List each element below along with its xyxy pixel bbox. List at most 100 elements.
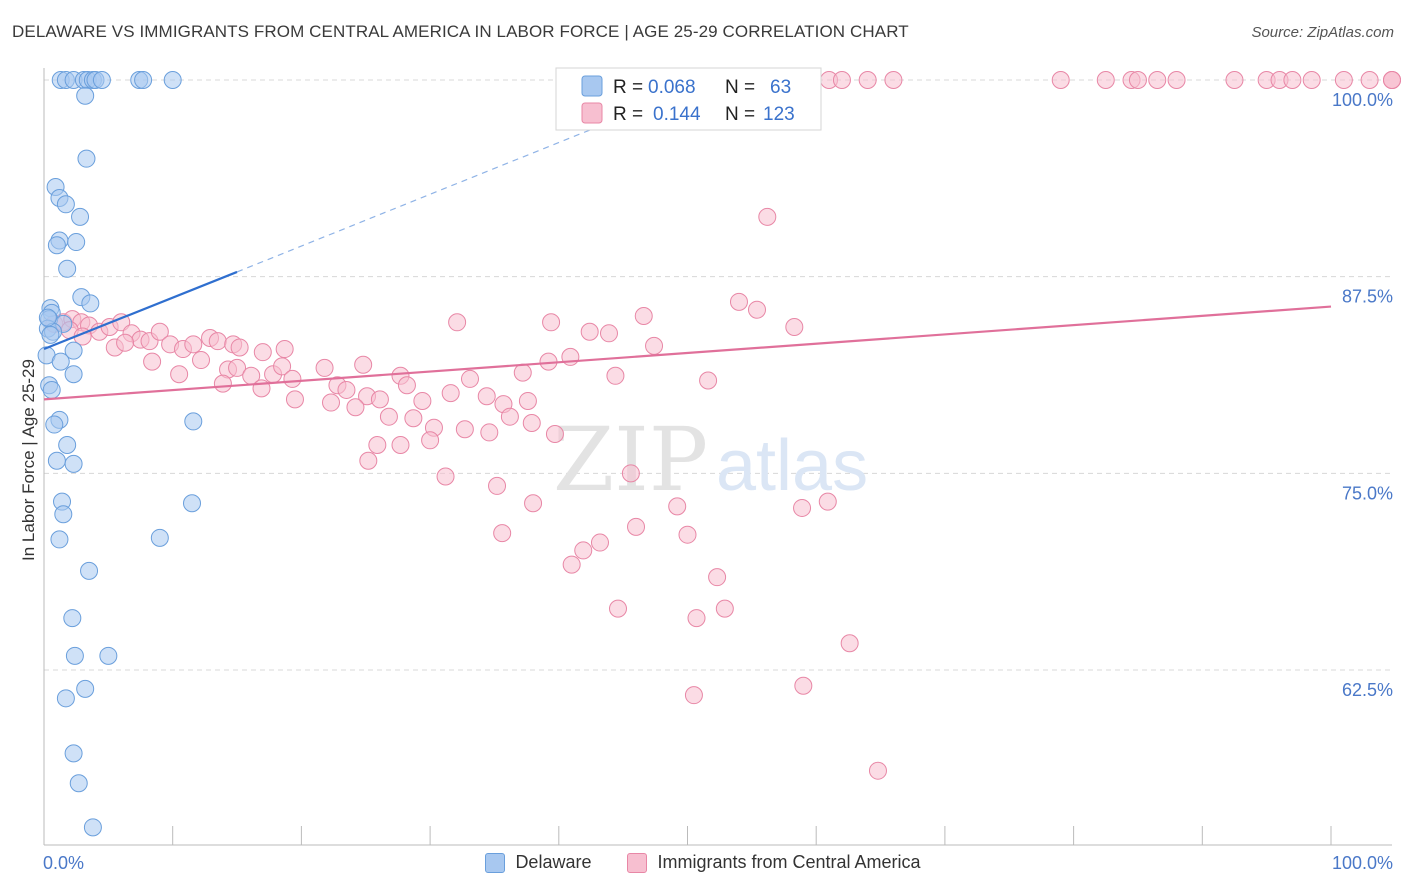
- y-tick-label: 62.5%: [1342, 680, 1393, 700]
- data-point-delaware: [76, 86, 95, 105]
- data-point-delaware: [92, 71, 111, 89]
- data-point-immigrants: [868, 761, 887, 780]
- data-point-immigrants: [708, 568, 727, 587]
- series-immigrants-points: [45, 71, 1401, 780]
- data-point-immigrants: [793, 498, 812, 517]
- data-point-immigrants: [1167, 71, 1186, 89]
- data-point-immigrants: [368, 436, 387, 455]
- data-point-immigrants: [480, 423, 499, 442]
- data-point-immigrants: [230, 338, 249, 357]
- data-point-immigrants: [818, 492, 837, 511]
- legend-n-value: 123: [763, 104, 795, 125]
- y-axis-label: In Labor Force | Age 25-29: [19, 359, 38, 561]
- bottom-legend: Delaware Immigrants from Central America: [0, 852, 1406, 873]
- data-point-delaware: [80, 561, 99, 580]
- legend-r-value: 0.144: [653, 104, 701, 125]
- data-point-delaware: [58, 436, 77, 455]
- data-point-immigrants: [785, 318, 804, 337]
- legend-n-label: N =: [725, 77, 755, 98]
- data-point-immigrants: [273, 357, 292, 376]
- data-point-immigrants: [116, 333, 135, 352]
- data-point-immigrants: [421, 431, 440, 450]
- data-point-immigrants: [627, 517, 646, 536]
- x-tick-label: 0.0%: [43, 853, 84, 873]
- data-point-immigrants: [275, 340, 294, 359]
- data-point-immigrants: [513, 363, 532, 382]
- legend-r-label: R =: [613, 104, 643, 125]
- data-point-immigrants: [599, 324, 618, 343]
- legend-item-immigrants: Immigrants from Central America: [627, 852, 921, 873]
- data-point-immigrants: [359, 451, 378, 470]
- data-point-immigrants: [699, 371, 718, 390]
- legend-swatch-immigrants: [581, 102, 603, 124]
- data-point-immigrants: [574, 541, 593, 560]
- data-point-immigrants: [253, 343, 272, 362]
- legend-n-value: 63: [770, 77, 791, 98]
- data-point-immigrants: [460, 369, 479, 388]
- data-point-delaware: [67, 233, 86, 252]
- data-point-immigrants: [150, 322, 169, 341]
- legend-r-value: 0.068: [648, 77, 696, 98]
- y-tick-label: 75.0%: [1342, 483, 1393, 503]
- data-point-immigrants: [562, 555, 581, 574]
- data-point-immigrants: [346, 398, 365, 417]
- data-point-immigrants: [391, 436, 410, 455]
- data-point-immigrants: [1225, 71, 1244, 89]
- data-point-immigrants: [832, 71, 851, 89]
- legend-swatch-delaware: [485, 852, 506, 873]
- data-point-immigrants: [315, 358, 334, 377]
- data-point-immigrants: [1360, 71, 1379, 89]
- data-point-immigrants: [678, 525, 697, 544]
- data-point-immigrants: [500, 407, 519, 426]
- data-point-delaware: [150, 528, 169, 547]
- data-point-delaware: [38, 308, 57, 327]
- data-point-immigrants: [283, 369, 302, 388]
- axes: [43, 68, 1392, 846]
- data-point-immigrants: [192, 351, 211, 370]
- data-point-delaware: [81, 294, 100, 313]
- data-point-delaware: [41, 325, 60, 344]
- data-point-immigrants: [322, 393, 341, 412]
- data-point-immigrants: [621, 464, 640, 483]
- data-point-delaware: [47, 236, 66, 255]
- data-point-delaware: [47, 451, 66, 470]
- data-point-immigrants: [729, 292, 748, 311]
- data-point-delaware: [71, 207, 90, 226]
- legend-label-immigrants: Immigrants from Central America: [657, 852, 921, 872]
- data-point-immigrants: [715, 599, 734, 618]
- legend-r-label: R =: [613, 77, 643, 98]
- data-point-delaware: [69, 774, 88, 793]
- data-point-immigrants: [1148, 71, 1167, 89]
- data-point-immigrants: [634, 307, 653, 325]
- x-tick-label: 100.0%: [1332, 853, 1393, 873]
- data-point-delaware: [56, 689, 75, 708]
- data-point-immigrants: [758, 207, 777, 226]
- data-point-delaware: [65, 646, 84, 665]
- data-point-immigrants: [455, 420, 474, 439]
- data-point-immigrants: [884, 71, 903, 89]
- watermark-zip: ZIP: [553, 408, 708, 511]
- data-point-delaware: [134, 71, 153, 89]
- data-point-delaware: [77, 149, 96, 168]
- data-point-immigrants: [337, 380, 356, 399]
- data-point-immigrants: [441, 384, 460, 403]
- data-point-immigrants: [436, 467, 455, 486]
- data-point-delaware: [58, 259, 77, 278]
- data-point-immigrants: [580, 322, 599, 341]
- trend-line-delaware: [43, 270, 238, 351]
- series-delaware-points: [37, 71, 203, 837]
- data-point-delaware: [83, 818, 102, 837]
- source-label: Source: ZipAtlas.com: [1251, 24, 1394, 41]
- data-point-immigrants: [143, 352, 162, 371]
- data-point-immigrants: [840, 634, 859, 653]
- data-point-delaware: [76, 679, 95, 698]
- data-point-immigrants: [687, 609, 706, 628]
- data-point-delaware: [56, 195, 75, 214]
- data-point-immigrants: [1383, 71, 1401, 89]
- data-point-immigrants: [170, 365, 189, 384]
- legend-n-label: N =: [725, 104, 755, 125]
- legend-swatch-immigrants: [627, 852, 648, 873]
- data-point-immigrants: [645, 336, 664, 355]
- legend-swatch-delaware: [581, 75, 603, 97]
